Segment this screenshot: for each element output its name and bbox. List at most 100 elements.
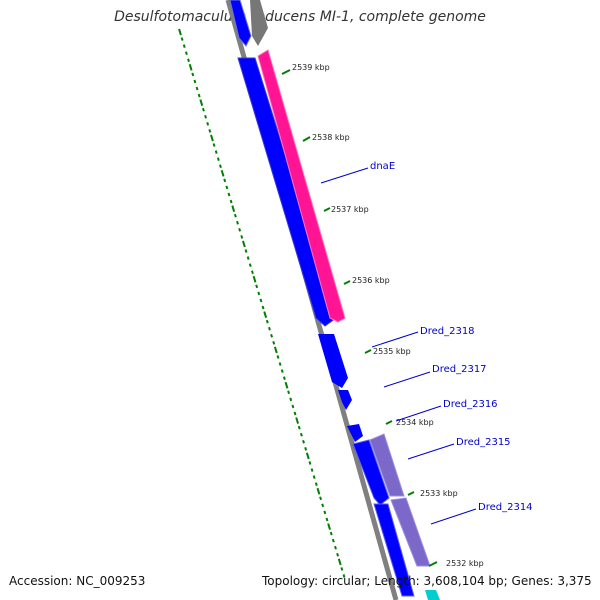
genes-value: 3,375 — [557, 574, 592, 588]
gc-skew-tick — [336, 552, 340, 557]
gc-skew-tick — [233, 213, 237, 218]
gc-skew-tick — [270, 333, 274, 338]
genome-summary: Topology: circular; Length: 3,608,104 bp… — [262, 574, 592, 588]
tick-label: 2532 kbp — [446, 559, 484, 568]
gc-skew-tick — [314, 482, 318, 486]
gc-skew-tick — [252, 275, 257, 283]
cds-reverse-top-grey[interactable] — [250, 0, 268, 46]
accession-value: NC_009253 — [76, 574, 146, 588]
cds-forward-2315[interactable] — [352, 439, 390, 506]
tick-label: 2534 kbp — [396, 418, 434, 427]
gc-skew-tick — [214, 150, 218, 154]
gc-skew-tick — [216, 157, 220, 161]
gc-skew-tick — [291, 404, 295, 409]
gc-skew-tick — [191, 72, 195, 77]
gc-skew-tick — [289, 397, 293, 402]
gc-skew-tick — [180, 37, 184, 41]
gene-label-dred-2317[interactable]: Dred_2317 — [432, 364, 487, 375]
gc-skew-tick — [263, 311, 268, 318]
cds-forward-2318[interactable] — [318, 334, 348, 388]
gc-skew-tick — [255, 284, 259, 289]
tick-label: 2536 kbp — [352, 276, 390, 285]
gc-skew-tick — [321, 503, 325, 508]
cds-forward-2316[interactable] — [347, 424, 363, 442]
gc-skew-tick — [312, 475, 316, 479]
gc-skew-tick — [208, 129, 212, 133]
cds-forward-2317[interactable] — [338, 390, 352, 410]
gc-skew-tick — [188, 63, 193, 71]
tick-mark — [385, 420, 393, 425]
genes-label: Genes: — [511, 574, 554, 588]
gc-skew-tick — [331, 538, 335, 543]
tick-label: 2533 kbp — [420, 489, 458, 498]
gc-skew-track — [178, 28, 346, 578]
cds-forward-2314[interactable] — [373, 503, 415, 597]
gene-label-dnaE[interactable]: dnaE — [370, 161, 395, 172]
tick-mark — [302, 136, 311, 142]
gc-skew-tick — [304, 447, 308, 451]
gc-skew-tick — [210, 134, 214, 142]
gc-skew-tick — [310, 468, 314, 472]
gc-skew-tick — [305, 452, 310, 460]
map-title: Desulfotomaculum reducens MI-1, complete… — [114, 9, 486, 25]
gc-skew-tick — [282, 376, 286, 381]
gc-skew-tick — [242, 240, 246, 248]
gc-skew-tick — [259, 298, 263, 303]
gc-skew-tick — [240, 235, 244, 239]
gc-skew-tick — [187, 58, 190, 63]
cds-reverse-cyan[interactable] — [425, 590, 440, 600]
gc-skew-tick — [280, 369, 284, 373]
reverse-strand-track — [250, 0, 440, 600]
gc-skew-tick — [334, 545, 337, 550]
gc-skew-tick — [225, 185, 229, 190]
gc-skew-tick — [184, 51, 188, 56]
label-leader — [383, 371, 431, 388]
gc-skew-tick — [227, 192, 231, 197]
label-leader — [320, 167, 369, 184]
cds-reverse-2315[interactable] — [369, 433, 405, 497]
gc-skew-tick — [273, 346, 278, 354]
gc-skew-tick — [272, 341, 276, 345]
topology-label: Topology: — [262, 574, 319, 588]
gc-skew-tick — [195, 86, 199, 91]
gc-skew-tick — [238, 227, 242, 232]
gc-skew-tick — [319, 496, 322, 501]
gene-label-dred-2316[interactable]: Dred_2316 — [443, 399, 498, 410]
topology-value: circular — [321, 574, 367, 588]
gc-skew-tick — [246, 256, 250, 260]
gene-label-dred-2318[interactable]: Dred_2318 — [420, 326, 475, 337]
gc-skew-tick — [236, 220, 239, 225]
gc-skew-tick — [265, 319, 269, 324]
gc-skew-tick — [299, 432, 303, 437]
gc-skew-tick — [308, 461, 312, 465]
gc-skew-tick — [268, 326, 271, 331]
gc-skew-tick — [327, 523, 331, 530]
cds-forward-top[interactable] — [229, 0, 252, 47]
tick-mark — [323, 207, 331, 212]
gc-skew-tick — [261, 305, 265, 310]
forward-strand-track — [229, 0, 415, 597]
length-label: Length: — [374, 574, 420, 588]
gene-label-dred-2315[interactable]: Dred_2315 — [456, 437, 511, 448]
gc-skew-tick — [178, 28, 182, 36]
gc-skew-tick — [199, 99, 204, 107]
tick-label: 2538 kbp — [312, 133, 350, 142]
gc-skew-tick — [276, 355, 280, 359]
gc-skew-tick — [337, 558, 342, 566]
cds-reverse-dnaE[interactable] — [257, 49, 346, 323]
gc-skew-tick — [323, 510, 327, 515]
gene-label-dred-2314[interactable]: Dred_2314 — [478, 502, 533, 513]
gc-skew-tick — [284, 381, 289, 389]
gc-skew-tick — [278, 362, 282, 366]
gc-skew-tick — [316, 487, 321, 495]
gc-skew-tick — [212, 143, 216, 147]
tick-mark — [428, 561, 438, 567]
cds-forward-large[interactable] — [237, 57, 337, 327]
gc-skew-tick — [248, 263, 252, 267]
accession-info: Accession: NC_009253 — [9, 574, 145, 588]
gc-skew-tick — [229, 199, 233, 204]
gc-skew-tick — [202, 107, 205, 112]
label-leader — [407, 443, 455, 460]
gc-skew-tick — [206, 122, 210, 126]
